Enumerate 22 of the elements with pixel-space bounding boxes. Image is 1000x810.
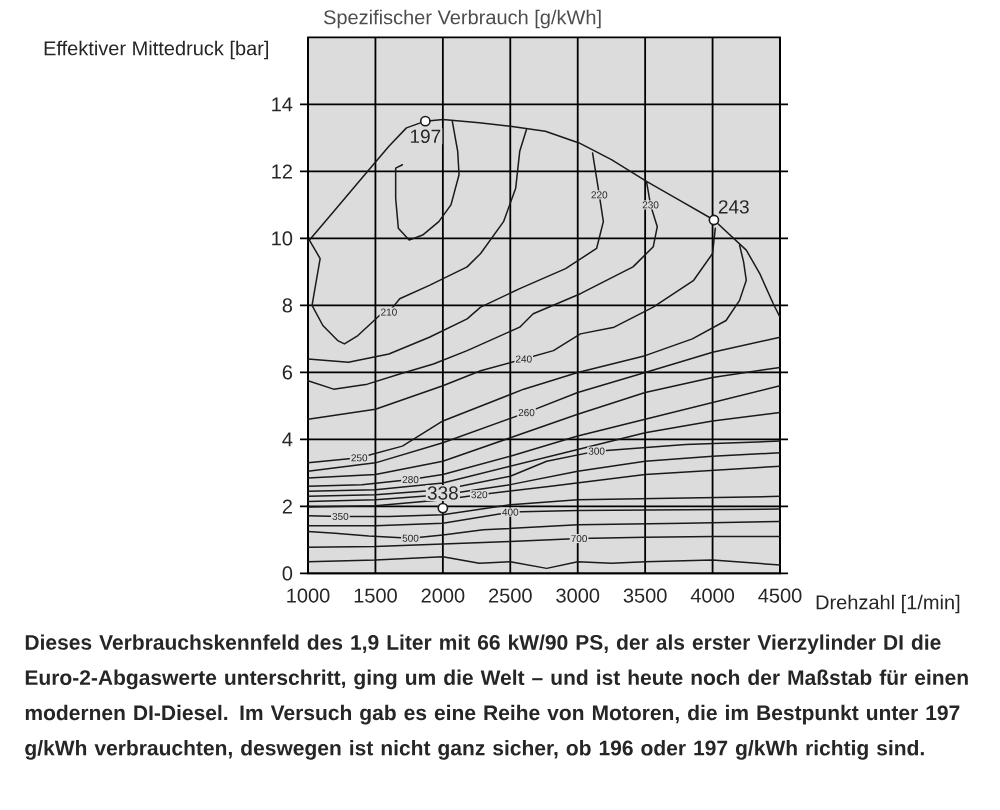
y-tick-label: 10 — [272, 231, 293, 246]
x-tick-label: 4500 — [758, 588, 802, 603]
x-tick-label: 1000 — [287, 588, 330, 603]
y-tick-label: 2 — [282, 499, 292, 514]
y-tick-label: 8 — [282, 298, 293, 313]
y-tick-label: 4 — [282, 432, 293, 447]
y-tick-label: 0 — [282, 566, 293, 581]
x-tick-label: 3500 — [623, 588, 667, 603]
y-axis-title: Effektiver Mittedruck [bar] — [44, 40, 269, 60]
annotation: 243 — [718, 200, 749, 214]
x-axis-title: Drehzahl [1/min] — [816, 594, 960, 614]
y-tick-label: 14 — [272, 97, 293, 112]
x-tick-label: 4000 — [690, 588, 735, 603]
x-tick-label: 2500 — [489, 588, 532, 603]
x-tick-label: 2000 — [421, 588, 465, 603]
chart-title: Spezifischer Verbrauch [g/kWh] — [323, 9, 601, 29]
text: Dieses Verbrauchskennfeld des 1,9 Liter mit 66 kW/90 PS, der als erster Vierzylinder DI die Euro-2-Abgaswerte unterschritt, ging um die Welt – und ist heute noch der Maßstab für einen modernen DI-Diesel. Im Versuch gab es eine Reihe von Motoren, die im Bestpunkt unter 197 g/kWh verbrauchten, deswegen ist nicht ganz sicher, ob 196 oder 197 g/kWh richtig sind. — [25, 634, 968, 760]
y-tick-label: 6 — [282, 365, 293, 380]
x-tick-label: 3000 — [556, 588, 600, 603]
x-tick-label: 1500 — [354, 588, 397, 603]
y-tick-label: 12 — [272, 164, 292, 179]
annotation: 197 — [410, 129, 441, 144]
